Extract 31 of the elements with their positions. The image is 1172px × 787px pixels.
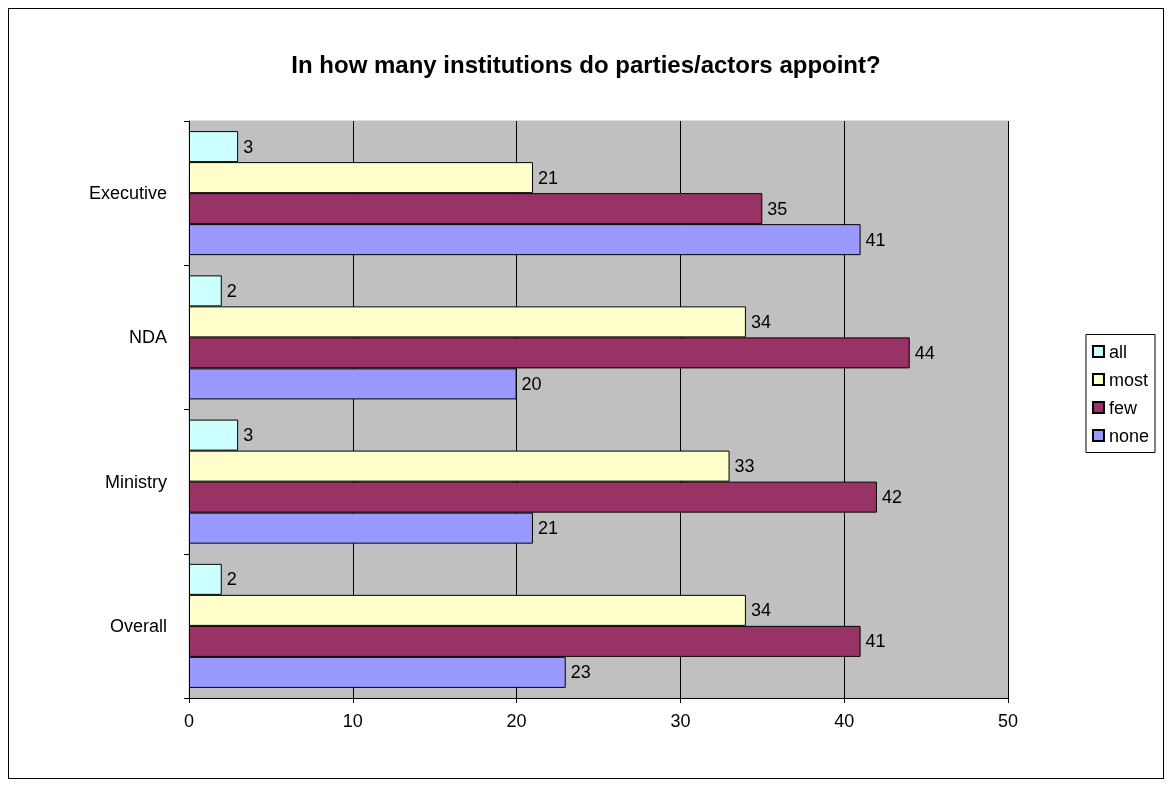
data-label: 3 — [243, 425, 254, 446]
x-tick-label: 40 — [834, 711, 855, 731]
data-label: 23 — [570, 662, 591, 683]
data-label: 21 — [537, 167, 559, 188]
data-label: 34 — [750, 311, 771, 332]
data-label: 41 — [865, 229, 886, 250]
data-label: 2 — [226, 280, 237, 301]
data-label: 42 — [881, 487, 902, 508]
x-tick-label: 30 — [670, 711, 691, 731]
y-tick-label: NDA — [128, 327, 167, 348]
data-label: 34 — [750, 600, 771, 621]
data-label: 44 — [914, 342, 935, 363]
x-tick-label: 50 — [997, 711, 1019, 731]
y-tick-label: Overall — [109, 615, 167, 636]
data-label: 33 — [734, 456, 755, 477]
data-label: 41 — [865, 631, 886, 652]
data-label: 21 — [537, 518, 559, 539]
legend-label: few — [1108, 397, 1138, 418]
chart-title: In how many institutions do parties/actors appoint? — [291, 50, 881, 78]
y-tick-label: Ministry — [105, 471, 167, 492]
data-label: 20 — [521, 373, 542, 394]
data-label: 2 — [226, 569, 237, 590]
legend-label: most — [1108, 369, 1148, 390]
x-tick-label: 10 — [342, 711, 363, 731]
x-tick-label: 0 — [183, 711, 195, 731]
legend-label: none — [1108, 425, 1149, 446]
legend-label: all — [1108, 341, 1127, 362]
x-tick-label: 20 — [506, 711, 527, 731]
data-label: 3 — [243, 136, 254, 157]
data-label: 35 — [767, 198, 788, 219]
y-tick-label: Executive — [88, 183, 167, 204]
